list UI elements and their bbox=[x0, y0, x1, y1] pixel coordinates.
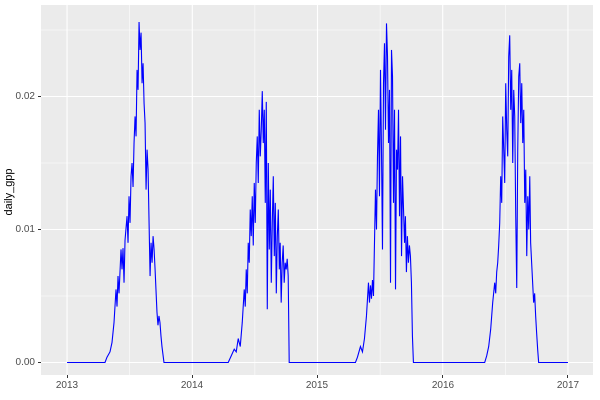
x-axis-tick bbox=[191, 375, 193, 378]
x-tick-label-2014: 2014 bbox=[180, 380, 204, 391]
x-axis-tick bbox=[317, 375, 318, 378]
y-tick-label-0.00: 0.00 bbox=[15, 357, 35, 368]
y-tick-label-0.02: 0.02 bbox=[15, 91, 35, 102]
x-axis-tick bbox=[66, 375, 68, 378]
x-tick-label-2016: 2016 bbox=[431, 380, 455, 391]
plot-panel bbox=[41, 5, 593, 375]
x-axis-tick bbox=[567, 375, 569, 378]
y-axis-tick bbox=[38, 229, 41, 230]
y-axis-tick bbox=[38, 361, 41, 363]
x-tick-label-2015: 2015 bbox=[305, 380, 329, 391]
y-tick-label-0.01: 0.01 bbox=[15, 224, 35, 235]
x-tick-label-2013: 2013 bbox=[55, 380, 79, 391]
x-tick-label-2017: 2017 bbox=[556, 380, 580, 391]
y-axis-tick bbox=[38, 96, 41, 97]
x-axis-tick bbox=[442, 375, 444, 378]
gpp-line-series bbox=[67, 22, 568, 364]
plot-canvas bbox=[41, 5, 593, 375]
